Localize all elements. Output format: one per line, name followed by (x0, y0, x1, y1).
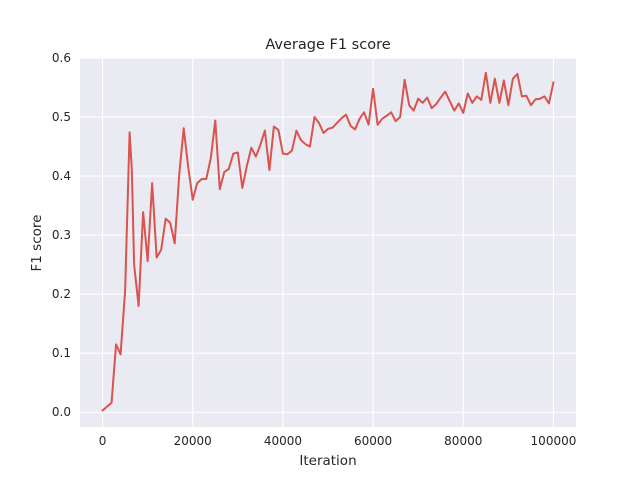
x-tick-label: 60000 (354, 434, 392, 448)
grid-lines (80, 57, 576, 427)
y-tick-label: 0.5 (52, 110, 71, 124)
plot-area (80, 58, 576, 427)
y-axis-label: F1 score (29, 215, 45, 272)
data-series (101, 71, 555, 412)
y-tick-label: 0.2 (52, 287, 71, 301)
x-tick-label: 100000 (531, 434, 577, 448)
x-tick-label: 0 (99, 434, 107, 448)
y-tick-label: 0.3 (52, 228, 71, 242)
x-tick-label: 80000 (444, 434, 482, 448)
x-tick-label: 20000 (174, 434, 212, 448)
x-tick-label: 40000 (264, 434, 302, 448)
x-axis-label: Iteration (299, 453, 356, 469)
y-tick-label: 0.4 (52, 169, 71, 183)
series-line (101, 71, 555, 412)
y-tick-label: 0.6 (52, 51, 71, 65)
tick-labels: 0 20000 40000 60000 80000 100000 0.0 0.1 0.2 0.3 0… (52, 51, 576, 448)
chart-title: Average F1 score (265, 37, 390, 53)
y-tick-label: 0.0 (52, 405, 71, 419)
y-tick-label: 0.1 (52, 346, 71, 360)
